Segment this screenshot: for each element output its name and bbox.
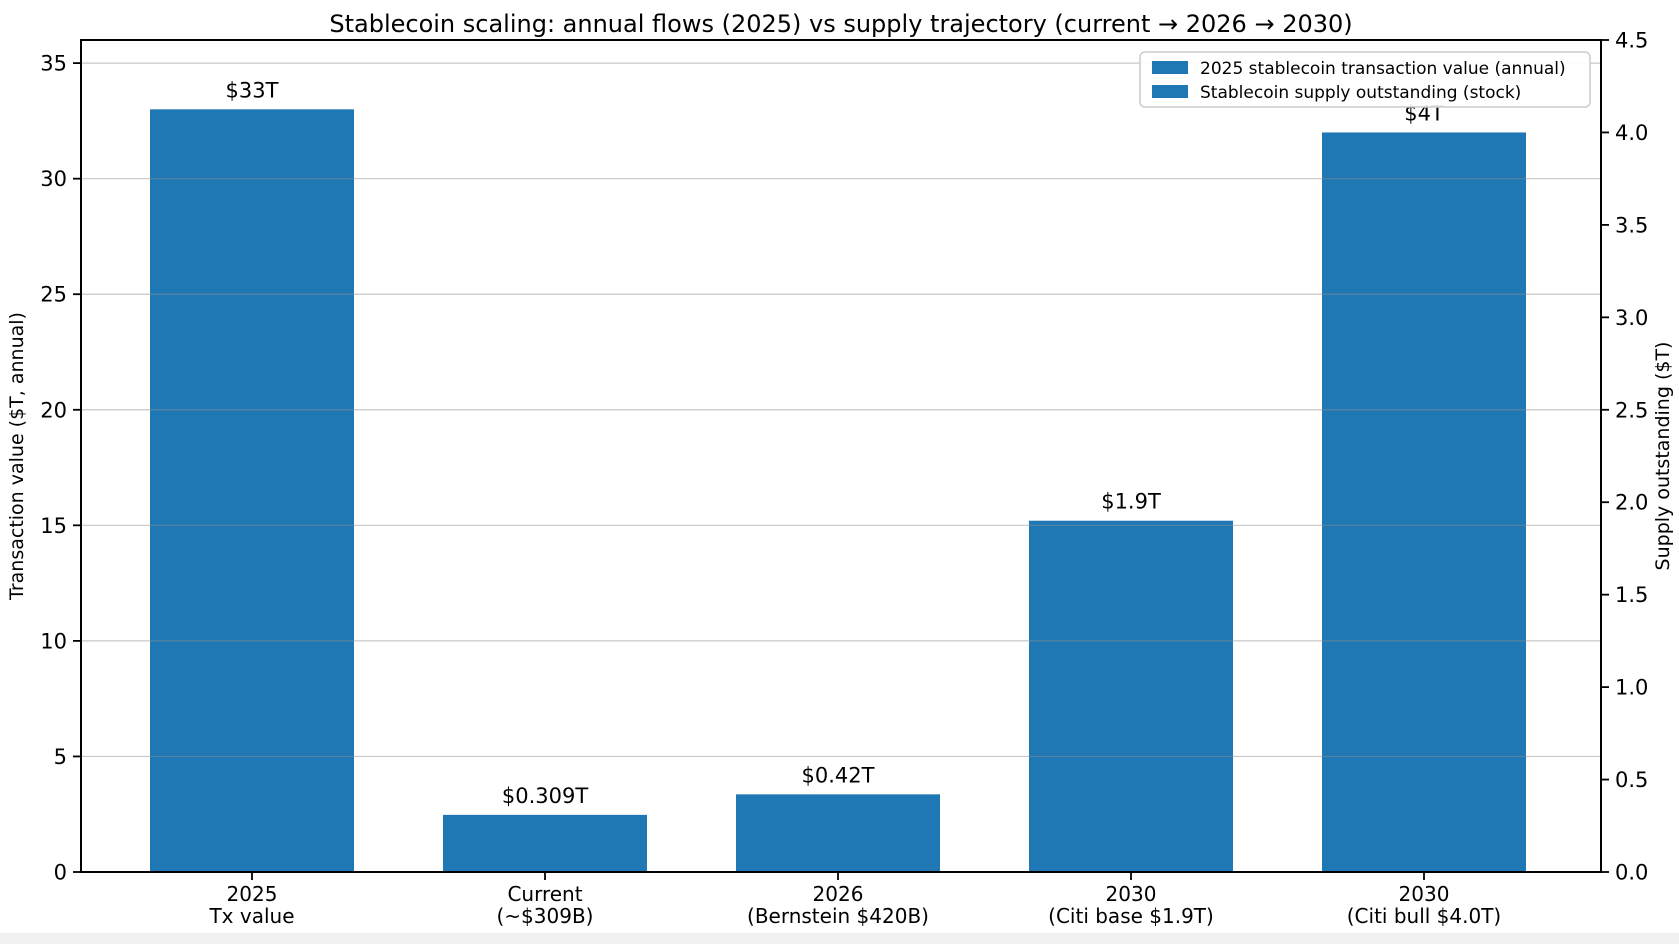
x-category-line1: 2025 — [227, 882, 278, 906]
x-category-line2: (Bernstein $420B) — [747, 904, 929, 928]
x-category-line1: 2026 — [813, 882, 864, 906]
left-axis-label: Transaction value ($T, annual) — [6, 312, 28, 601]
legend-label-supply: Stablecoin supply outstanding (stock) — [1200, 83, 1521, 103]
right-tick-label: 0.5 — [1615, 768, 1648, 792]
x-category-line2: (~$309B) — [497, 904, 594, 928]
right-tick-label: 2.0 — [1615, 491, 1648, 515]
chart-title: Stablecoin scaling: annual flows (2025) … — [329, 10, 1352, 38]
right-tick-label: 1.0 — [1615, 676, 1648, 700]
x-category-line2: Tx value — [208, 904, 294, 928]
bars-layer — [150, 109, 1526, 873]
bar-0 — [150, 109, 354, 873]
bar-3 — [1029, 520, 1233, 872]
left-tick-label: 5 — [54, 745, 67, 769]
left-tick-label: 20 — [40, 398, 67, 422]
bar-4 — [1322, 132, 1526, 872]
right-tick-label: 1.5 — [1615, 583, 1648, 607]
left-tick-label: 25 — [40, 283, 67, 307]
right-tick-label: 4.0 — [1615, 121, 1648, 145]
grid-layer — [81, 62, 1601, 758]
left-tick-label: 10 — [40, 629, 67, 653]
x-category-line1: Current — [507, 882, 582, 906]
bar-value-label-1: $0.309T — [502, 784, 588, 808]
x-category-line1: 2030 — [1399, 882, 1450, 906]
legend: 2025 stablecoin transaction value (annua… — [1139, 51, 1591, 108]
right-tick-label: 4.5 — [1615, 29, 1648, 53]
left-tick-label: 35 — [40, 52, 67, 76]
bar-value-label-3: $1.9T — [1101, 490, 1161, 514]
plot-border — [80, 39, 1602, 873]
bottom-strip — [0, 933, 1679, 944]
bar-2 — [736, 794, 940, 872]
left-tick-label: 0 — [54, 861, 67, 885]
legend-box — [1139, 51, 1591, 108]
bar-1 — [443, 814, 647, 872]
x-category-line2: (Citi bull $4.0T) — [1347, 904, 1501, 928]
legend-swatch-tx-value — [1152, 61, 1188, 74]
legend-swatch-supply — [1152, 85, 1188, 98]
right-tick-label: 3.5 — [1615, 213, 1648, 237]
x-category-line1: 2030 — [1106, 882, 1157, 906]
x-category-line2: (Citi base $1.9T) — [1048, 904, 1214, 928]
right-tick-label: 0.0 — [1615, 861, 1648, 885]
left-tick-label: 15 — [40, 514, 67, 538]
legend-label-tx-value: 2025 stablecoin transaction value (annua… — [1200, 59, 1566, 79]
bar-value-label-2: $0.42T — [802, 763, 875, 787]
left-tick-label: 30 — [40, 167, 67, 191]
axis-layer: $33T$0.309T$0.42T$1.9T$4T051015202530350… — [40, 29, 1648, 929]
bar-value-label-0: $33T — [226, 78, 279, 102]
right-tick-label: 3.0 — [1615, 306, 1648, 330]
right-axis-label: Supply outstanding ($T) — [1652, 342, 1674, 571]
right-tick-label: 2.5 — [1615, 398, 1648, 422]
